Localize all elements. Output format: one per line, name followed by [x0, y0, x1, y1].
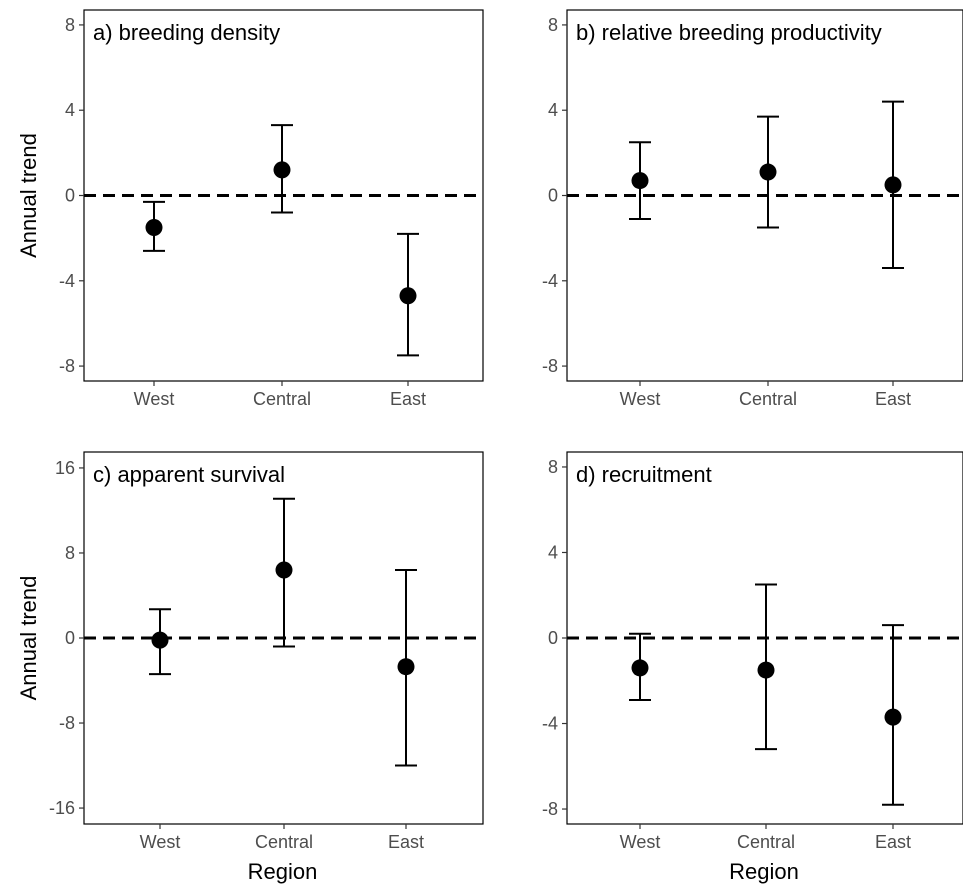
y-tick-label: 8: [65, 15, 75, 35]
y-axis-title: Annual trend: [16, 576, 41, 701]
panel-title: b) relative breeding productivity: [576, 20, 882, 45]
y-tick-label: -8: [542, 356, 558, 376]
y-tick-label: 0: [548, 186, 558, 206]
x-tick-label: Central: [253, 389, 311, 409]
y-tick-label: 8: [548, 15, 558, 35]
panel-title: a) breeding density: [93, 20, 280, 45]
y-tick-label: -16: [49, 798, 75, 818]
data-point: [397, 658, 415, 676]
y-tick-label: 4: [548, 100, 558, 120]
y-tick-label: 8: [65, 543, 75, 563]
x-tick-label: West: [140, 832, 181, 852]
panel-3: -8 -4 0 4 8 West Central East d) recruitment Regi…: [542, 451, 963, 884]
y-tick-label: 0: [65, 628, 75, 648]
panel-1: -8 -4 0 4 8 West Central East b) relative breedi…: [542, 9, 963, 409]
x-tick-label: West: [620, 389, 661, 409]
x-tick-label: Central: [737, 832, 795, 852]
data-point: [151, 631, 169, 649]
data-point: [631, 659, 649, 677]
panel-title: d) recruitment: [576, 462, 712, 487]
y-tick-label: -4: [542, 714, 558, 734]
x-tick-label: West: [134, 389, 175, 409]
data-point: [884, 708, 902, 726]
panel-2: -16 -8 0 8 16 West Central East c) apparent surv…: [16, 451, 484, 884]
y-tick-label: 4: [548, 542, 558, 562]
y-tick-label: 16: [55, 458, 75, 478]
data-point: [273, 161, 291, 179]
x-tick-label: Central: [739, 389, 797, 409]
x-tick-label: East: [875, 832, 911, 852]
data-point: [275, 561, 293, 579]
data-point: [631, 172, 649, 190]
x-tick-label: East: [875, 389, 911, 409]
x-tick-label: West: [620, 832, 661, 852]
y-tick-label: -8: [542, 799, 558, 819]
data-point: [145, 218, 163, 236]
y-tick-label: -4: [59, 271, 75, 291]
x-tick-label: East: [390, 389, 426, 409]
x-axis-title: Region: [729, 859, 799, 884]
y-axis-title: Annual trend: [16, 133, 41, 258]
y-tick-label: 0: [548, 628, 558, 648]
data-point: [759, 163, 777, 181]
y-tick-label: 4: [65, 100, 75, 120]
panel-title: c) apparent survival: [93, 462, 285, 487]
x-tick-label: Central: [255, 832, 313, 852]
x-tick-label: East: [388, 832, 424, 852]
data-point: [884, 176, 902, 194]
y-tick-label: 0: [65, 186, 75, 206]
panel-0: -8 -4 0 4 8 West Central East a) breeding densit…: [16, 9, 484, 409]
data-point: [757, 661, 775, 679]
y-tick-label: 8: [548, 457, 558, 477]
x-axis-title: Region: [248, 859, 318, 884]
data-point: [399, 287, 417, 305]
y-tick-label: -8: [59, 356, 75, 376]
y-tick-label: -4: [542, 271, 558, 291]
y-tick-label: -8: [59, 713, 75, 733]
